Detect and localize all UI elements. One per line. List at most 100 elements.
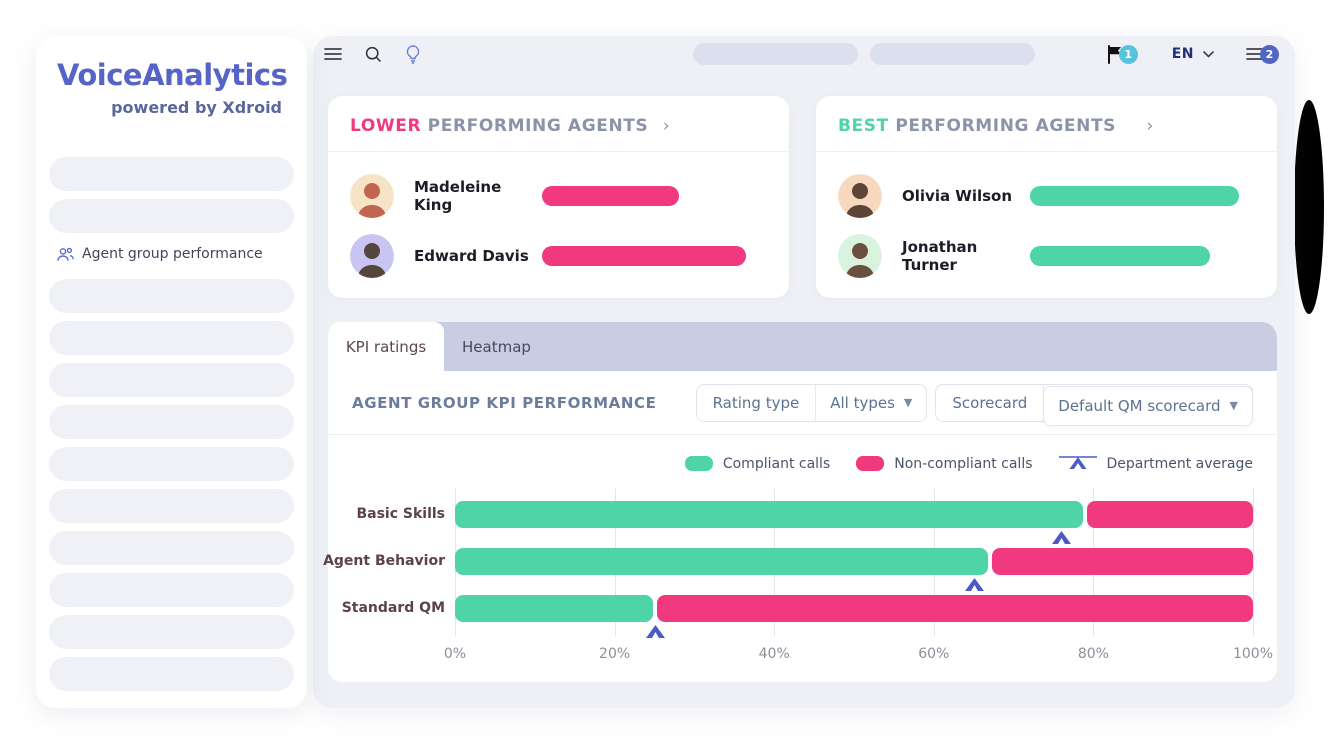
chevron-down-icon [1203,50,1214,58]
agent-name: Madeleine King [414,178,502,214]
sidebar-skeleton-item [49,573,294,607]
app-tagline: powered by Xdroid [111,98,282,117]
topbar: 1 EN 2 [313,36,1295,72]
agent-score-bar [542,186,679,206]
topbar-skeleton-pill [692,43,858,65]
card-title-rest: PERFORMING AGENTS [895,116,1116,136]
sidebar-skeleton-group-bottom [49,279,294,691]
agent-score-bar [1030,246,1210,266]
department-average-legend-icon [1058,453,1097,474]
kpi-panel: AGENT GROUP KPI PERFORMANCE Rating type … [323,371,1277,682]
tab-heatmap[interactable]: Heatmap [462,337,531,356]
search-icon[interactable] [363,44,383,64]
category-label: Standard QM [341,600,445,616]
legend-item: Department average [1058,453,1253,474]
lower-performing-agents-link[interactable]: LOWER PERFORMING AGENTS › [328,96,789,152]
sidebar: VoiceAnalytics powered by Xdroid Agent g… [36,36,307,708]
sidebar-skeleton-item [49,321,294,355]
main-content: LOWER PERFORMING AGENTS › Madeleine King… [313,96,1295,682]
card-title-highlight: BEST [838,116,889,136]
non-compliant-segment [1087,501,1253,528]
x-axis-tick: 100% [1232,646,1274,662]
category-label: Agent Behavior [323,553,445,569]
legend-item: Compliant calls [684,455,831,472]
menu-toggle-icon[interactable] [323,44,343,64]
language-selector[interactable]: EN [1172,46,1214,62]
chart-bar-row: Agent Behavior [323,548,1253,575]
users-icon [57,246,74,263]
panel-title: AGENT GROUP KPI PERFORMANCE [352,393,657,412]
scorecard-value: Default QM scorecard [1058,396,1221,415]
plot-area: Basic Skills Agent Behavior Standard QM [323,488,1254,638]
agent-row[interactable]: Edward Davis [350,234,767,278]
sidebar-skeleton-item [49,363,294,397]
rating-type-value: All types [830,393,895,412]
best-performing-agents-card: BEST PERFORMING AGENTS › Olivia Wilson J… [816,96,1277,298]
legend-swatch [856,456,885,471]
x-axis-tick: 20% [599,646,631,662]
lightbulb-icon[interactable] [403,44,423,64]
x-axis-tick: 60% [918,646,950,662]
plot: Basic Skills Agent Behavior Standard QM [323,488,1254,638]
agent-row[interactable]: Madeleine King [350,174,767,218]
sidebar-item-agent-group-performance[interactable]: Agent group performance [49,242,294,266]
avatar [838,234,882,278]
sidebar-skeleton-item [49,405,294,439]
compliant-segment [455,548,988,575]
scorecard-select[interactable]: Default QM scorecard ▼ [1043,385,1253,426]
flag-notifications[interactable]: 1 [1107,44,1138,64]
chart-legend: Compliant calls Non-compliant calls Depar… [352,453,1253,474]
sidebar-skeleton-item [49,657,294,691]
scorecard-control: Scorecard Default QM scorecard ▼ [935,383,1253,426]
card-title-highlight: LOWER [350,116,422,136]
agent-row[interactable]: Olivia Wilson [838,174,1255,218]
sidebar-skeleton-item [49,489,294,523]
chart-bar-row: Basic Skills [356,501,1253,528]
rating-type-label: Rating type [697,384,817,421]
x-axis-tick: 80% [1077,646,1109,662]
category-label: Basic Skills [356,506,445,522]
sidebar-skeleton-group-top [49,157,294,233]
avatar [838,174,882,218]
chevron-right-icon: › [662,116,671,136]
agent-row[interactable]: Jonathan Turner [838,234,1255,278]
settings-menu[interactable]: 2 [1246,44,1279,64]
flag-icon [1107,44,1121,64]
app-logo: VoiceAnalytics [57,58,288,92]
agent-score-bar [1030,186,1239,206]
sidebar-skeleton-item [49,531,294,565]
rating-type-select[interactable]: All types ▼ [816,385,926,421]
language-label: EN [1171,46,1194,62]
sidebar-skeleton-item [49,279,294,313]
tab-bar: KPI ratings Heatmap [328,322,1277,371]
scorecard-label: Scorecard [936,384,1045,421]
non-compliant-segment [991,548,1253,575]
department-average-marker [1052,529,1072,544]
kpi-chart: Compliant calls Non-compliant calls Depar… [323,435,1277,670]
compliant-segment [455,595,653,622]
chart-bar-row: Standard QM [342,595,1253,622]
main-area: 1 EN 2 LOWER PERFORMING A [313,36,1295,708]
compliant-segment [455,501,1084,528]
chevron-right-icon: › [1146,116,1154,136]
x-axis-tick: 40% [758,646,790,662]
panel-header: AGENT GROUP KPI PERFORMANCE Rating type … [328,371,1277,435]
department-average-marker [964,576,984,591]
caret-down-icon: ▼ [1229,399,1238,412]
sidebar-skeleton-item [49,157,294,191]
menu-badge: 2 [1260,44,1279,64]
phone-mockup-edge [1294,100,1324,314]
sidebar-skeleton-item [49,447,294,481]
avatar [350,234,394,278]
best-performing-agents-link[interactable]: BEST PERFORMING AGENTS › [816,96,1277,152]
caret-down-icon: ▼ [903,396,913,409]
agent-name: Edward Davis [414,247,529,265]
sidebar-item-label: Agent group performance [82,246,263,262]
legend-label: Non-compliant calls [894,455,1033,472]
rating-type-control: Rating type All types ▼ [695,383,928,422]
agent-name: Jonathan Turner [902,238,978,274]
tab-kpi-ratings[interactable]: KPI ratings [328,322,444,371]
legend-label: Compliant calls [722,455,831,472]
legend-item: Non-compliant calls [856,455,1033,472]
x-axis: 0% 20% 40% 60% 80% 100% [444,636,1273,670]
